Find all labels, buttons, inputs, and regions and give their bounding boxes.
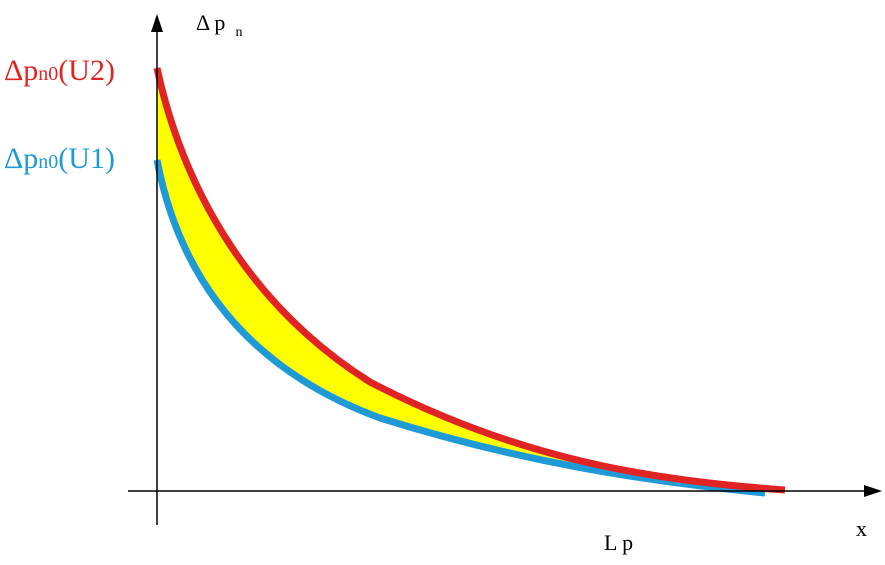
x-axis-label: x xyxy=(856,516,867,541)
x-axis-arrowhead xyxy=(864,485,882,497)
curve-u2 xyxy=(153,67,786,494)
curve-u2-label: Δpn0(U2) xyxy=(4,54,115,87)
curve-u1-label: Δpn0(U1) xyxy=(4,142,115,175)
curve-u1 xyxy=(153,159,766,497)
y-axis-arrowhead xyxy=(151,14,163,32)
lp-marker-label: L p xyxy=(604,530,633,555)
